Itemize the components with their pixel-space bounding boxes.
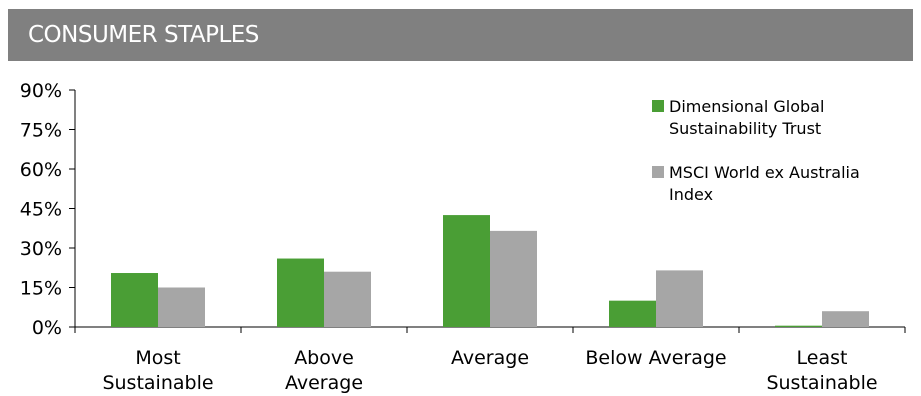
- bar: [822, 311, 869, 327]
- category-label-line: Below Average: [585, 347, 726, 369]
- bar: [775, 325, 822, 327]
- category-label-line: Average: [451, 347, 529, 369]
- category-label-line: Least: [797, 347, 848, 369]
- y-tick-label: 30%: [20, 238, 62, 260]
- bar: [443, 215, 490, 327]
- bar: [490, 230, 537, 327]
- legend-label-line: Dimensional Global: [669, 97, 824, 116]
- legend-label: MSCI World ex Australia Index: [669, 163, 860, 204]
- bar: [158, 287, 205, 327]
- legend: Dimensional Global Sustainability Trust MS…: [652, 97, 860, 204]
- bar: [324, 271, 371, 327]
- y-axis: 0% 15% 30% 45% 60% 75% 90%: [20, 80, 76, 339]
- bar: [609, 300, 656, 327]
- chart-title: CONSUMER STAPLES: [28, 22, 259, 48]
- category-label-line: Above: [294, 347, 354, 369]
- y-tick-label: 75%: [20, 120, 62, 142]
- legend-swatch: [652, 100, 664, 112]
- bar: [111, 273, 158, 327]
- category-label: Below Average: [585, 347, 726, 369]
- category-label: Most Sustainable: [102, 347, 213, 394]
- legend-label-line: Index: [669, 185, 713, 204]
- legend-label-line: MSCI World ex Australia: [669, 163, 860, 182]
- y-tick-label: 90%: [20, 80, 62, 102]
- bar: [277, 258, 324, 327]
- bars: [111, 215, 869, 327]
- x-axis: [74, 326, 906, 333]
- y-tick-label: 60%: [20, 159, 62, 181]
- category-labels: Most Sustainable Above Average Average Below …: [102, 347, 877, 394]
- bar: [656, 270, 703, 327]
- category-label-line: Average: [285, 372, 363, 394]
- y-tick-label: 15%: [20, 278, 62, 300]
- legend-label-line: Sustainability Trust: [669, 119, 821, 138]
- header-bar: CONSUMER STAPLES: [8, 9, 913, 61]
- category-label: Above Average: [285, 347, 363, 394]
- category-label-line: Most: [135, 347, 180, 369]
- legend-label: Dimensional Global Sustainability Trust: [669, 97, 824, 138]
- category-label-line: Sustainable: [766, 372, 877, 394]
- category-label: Average: [451, 347, 529, 369]
- y-tick-label: 45%: [20, 199, 62, 221]
- category-label: Least Sustainable: [766, 347, 877, 394]
- category-label-line: Sustainable: [102, 372, 213, 394]
- y-tick-label: 0%: [32, 317, 62, 339]
- legend-swatch: [652, 166, 664, 178]
